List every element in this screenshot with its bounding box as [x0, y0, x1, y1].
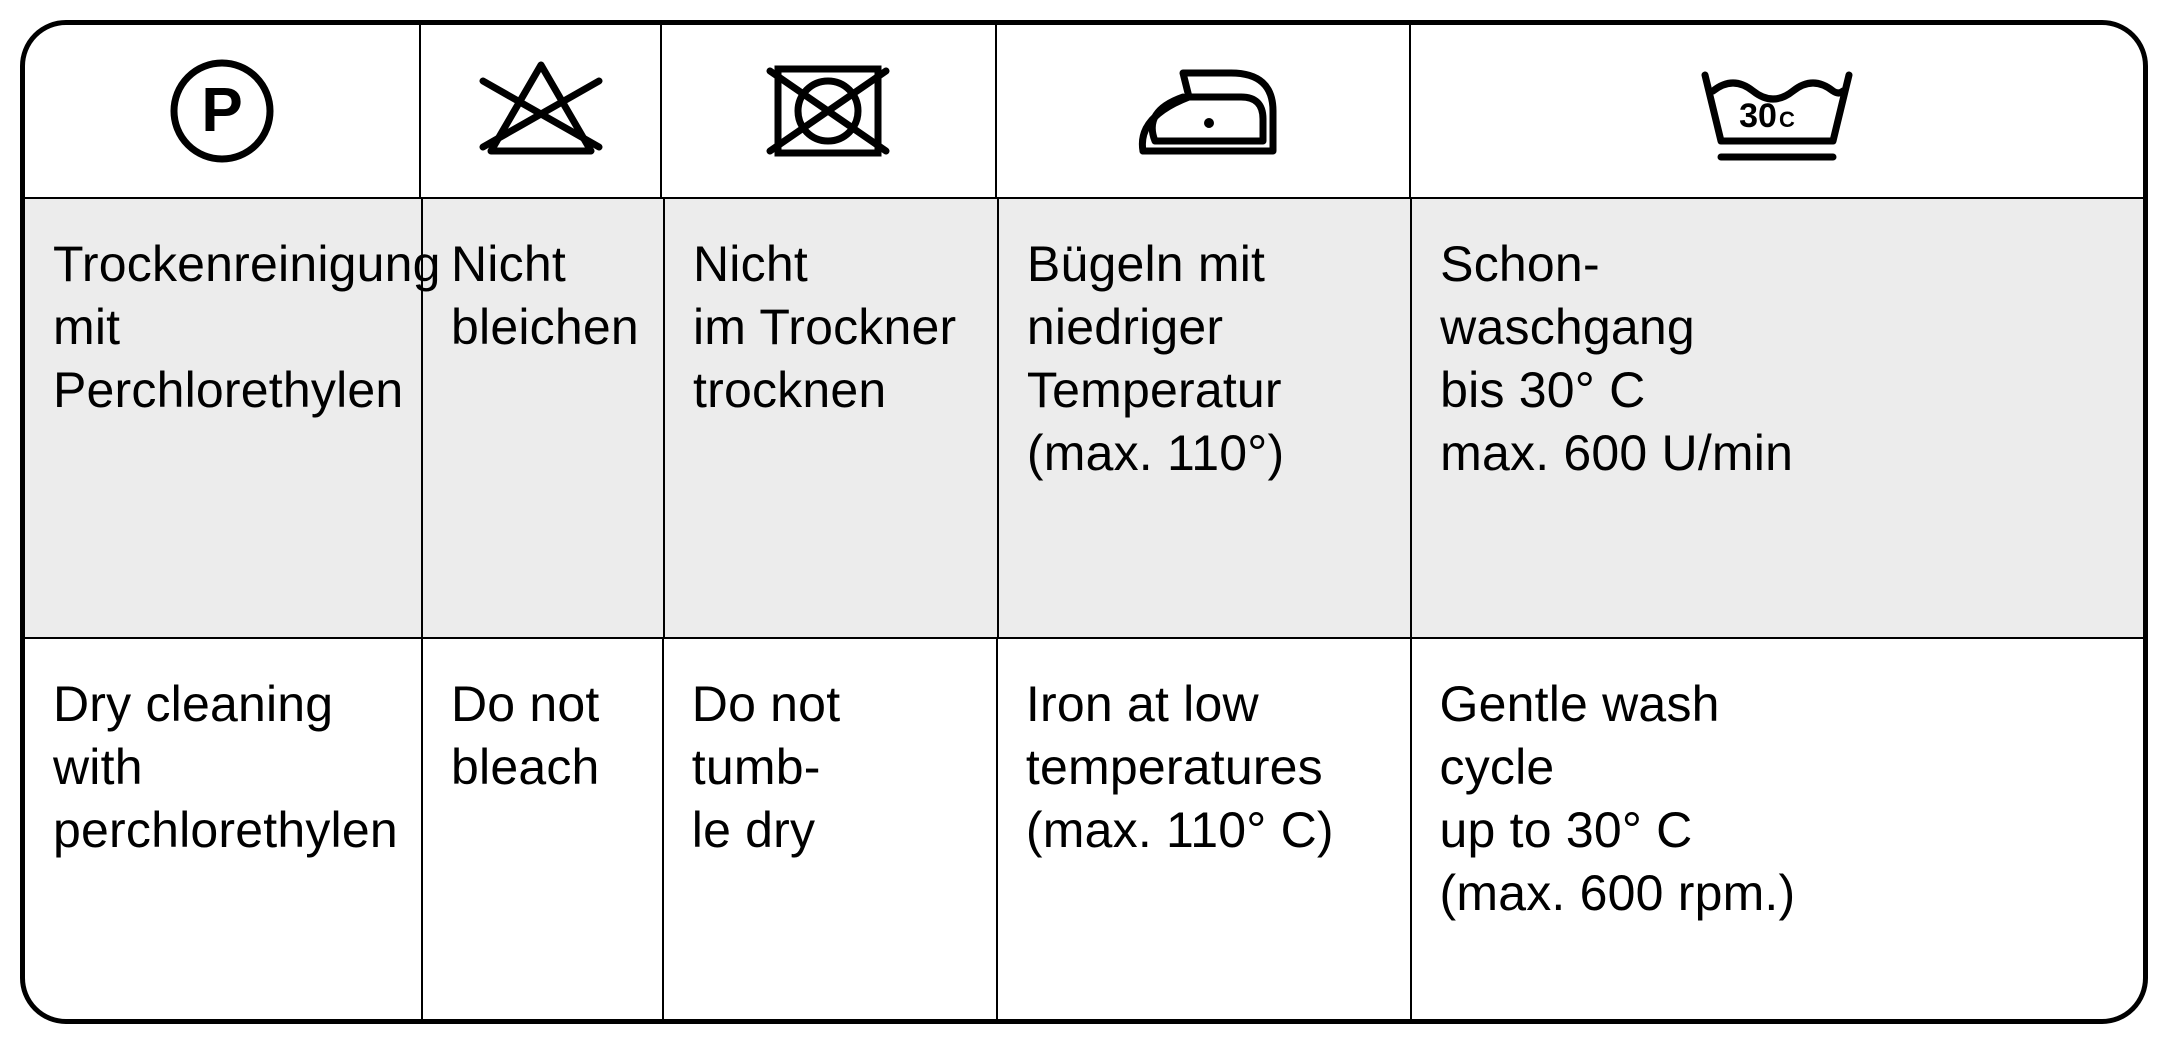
text-en: Iron at low temperatures (max. 110° C): [1026, 673, 1382, 862]
iron-low-icon: [1113, 51, 1293, 171]
english-row: Dry cleaning with perchlorethylen Do not…: [25, 639, 2143, 1019]
text-de: Schon- waschgang bis 30° C max. 600 U/mi…: [1440, 233, 2115, 485]
icon-row: P: [25, 25, 2143, 199]
cell-icon: [997, 25, 1411, 199]
cell-text-en: Do not tumb- le dry: [664, 639, 998, 1019]
cell-icon: P: [25, 25, 421, 199]
text-de: Nicht bleichen: [451, 233, 635, 359]
cell-text-de: Nicht bleichen: [423, 199, 665, 639]
cell-text-en: Iron at low temperatures (max. 110° C): [998, 639, 1412, 1019]
text-de: Nicht im Trockner trocknen: [693, 233, 969, 422]
dryclean-p-icon: P: [152, 51, 292, 171]
care-label-table: P: [20, 20, 2148, 1024]
wash-temp-unit: C: [1779, 107, 1795, 132]
no-bleach-icon: [471, 51, 611, 171]
text-de: Bügeln mit niedriger Temperatur (max. 11…: [1027, 233, 1382, 485]
text-en: Dry cleaning with perchlorethylen: [53, 673, 393, 862]
cell-icon: 30C: [1411, 25, 2143, 199]
cell-text-en: Do not bleach: [423, 639, 664, 1019]
text-en: Do not bleach: [451, 673, 634, 799]
cell-text-de: Nicht im Trockner trocknen: [665, 199, 999, 639]
cell-text-en: Gentle wash cycle up to 30° C (max. 600 …: [1412, 639, 2143, 1019]
svg-text:30C: 30C: [1739, 97, 1795, 135]
text-de: Trockenreinigung mit Perchlorethylen: [53, 233, 393, 422]
cell-text-de: Bügeln mit niedriger Temperatur (max. 11…: [999, 199, 1412, 639]
cell-icon: [662, 25, 996, 199]
text-en: Do not tumb- le dry: [692, 673, 968, 862]
wash-temp-number: 30: [1739, 97, 1777, 135]
svg-text:P: P: [201, 76, 242, 145]
cell-icon: [421, 25, 662, 199]
wash-30-icon: 30C: [1687, 51, 1867, 171]
cell-text-en: Dry cleaning with perchlorethylen: [25, 639, 423, 1019]
cell-text-de: Schon- waschgang bis 30° C max. 600 U/mi…: [1412, 199, 2143, 639]
no-tumble-dry-icon: [758, 51, 898, 171]
text-en: Gentle wash cycle up to 30° C (max. 600 …: [1440, 673, 2115, 925]
cell-text-de: Trockenreinigung mit Perchlorethylen: [25, 199, 423, 639]
german-row: Trockenreinigung mit Perchlorethylen Nic…: [25, 199, 2143, 639]
